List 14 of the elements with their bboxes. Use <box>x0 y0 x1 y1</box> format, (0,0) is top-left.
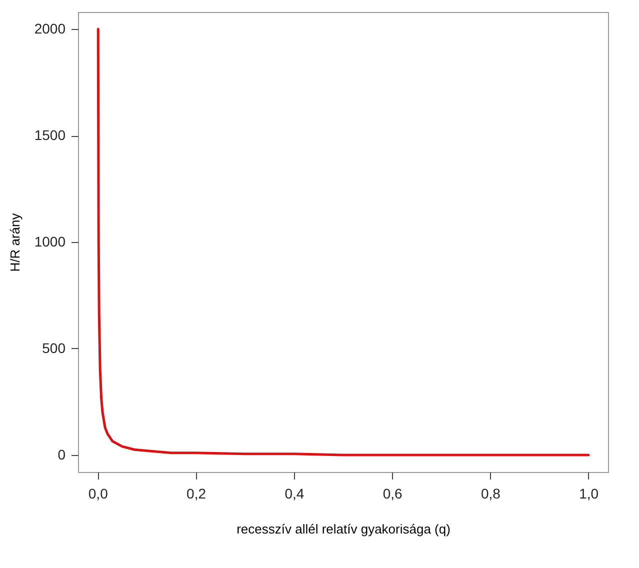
x-axis-title: recesszív allél relatív gyakorisága (q) <box>236 522 450 536</box>
x-tick-label: 0,0 <box>88 486 108 502</box>
x-tick-label: 0,2 <box>186 486 206 502</box>
line-series <box>96 28 590 456</box>
y-axis-title: H/R arány <box>7 212 22 272</box>
y-tick-label: 0 <box>58 446 66 462</box>
y-tick-label: 1000 <box>34 234 66 250</box>
x-tick-label: 1,0 <box>579 486 599 502</box>
y-tick-label: 1500 <box>34 127 66 144</box>
y-tick-label: 500 <box>42 340 66 356</box>
x-tick-label: 0,8 <box>480 486 501 502</box>
x-tick-label: 0,4 <box>284 486 304 502</box>
x-tick-label: 0,6 <box>382 486 403 502</box>
y-tick-label: 2000 <box>34 20 66 37</box>
